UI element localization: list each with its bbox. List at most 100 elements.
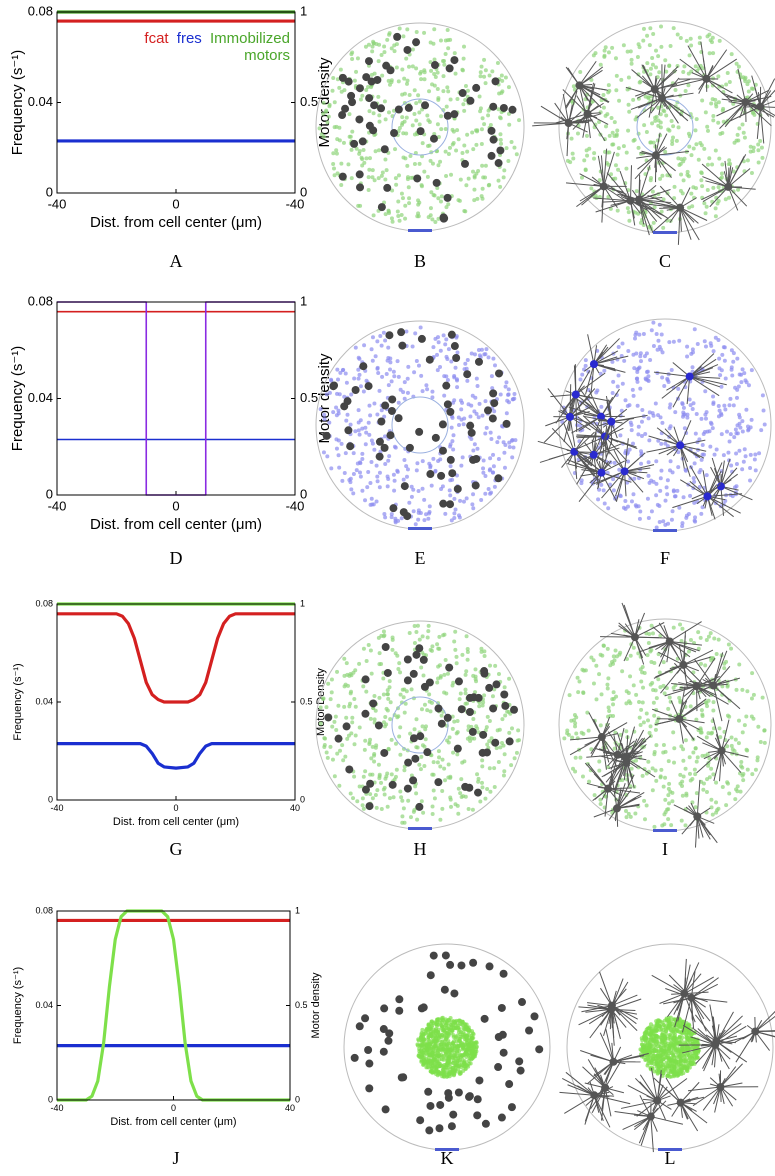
motor-dot [388, 679, 392, 683]
motor-dot [374, 354, 378, 358]
centrosome [361, 1014, 369, 1022]
motor-dot [345, 737, 349, 741]
motor-dot [710, 163, 714, 167]
motor-dot [735, 396, 739, 400]
centrosome [404, 759, 412, 767]
centrosome [488, 127, 496, 135]
motor-dot [372, 760, 376, 764]
motor-dot [411, 344, 415, 348]
motor-dot [461, 455, 465, 459]
motor-dot [401, 390, 405, 394]
motor-dot [727, 162, 731, 166]
motor-dot [431, 345, 435, 349]
motor-dot [673, 185, 677, 189]
motor-dot [388, 717, 392, 721]
motor-dot [428, 504, 432, 508]
centrosome [489, 389, 497, 397]
motor-dot [631, 353, 635, 357]
motor-dot [343, 471, 347, 475]
motor-dot [470, 1035, 474, 1039]
motor-dot [597, 760, 601, 764]
motor-dot [465, 367, 469, 371]
centrosome [484, 406, 492, 414]
motor-dot [592, 682, 596, 686]
motor-dot [408, 631, 412, 635]
motor-dot [571, 156, 575, 160]
motor-dot [361, 684, 365, 688]
centrosome [384, 1037, 392, 1045]
motor-dot [648, 26, 652, 30]
motor-dot [513, 438, 517, 442]
motor-dot [357, 428, 361, 432]
motor-dot [464, 84, 468, 88]
motor-dot [331, 89, 335, 93]
motor-dot [743, 723, 747, 727]
x-tick-label: -40 [286, 196, 305, 211]
centrosome [469, 959, 477, 967]
motor-dot [689, 37, 693, 41]
motor-dot [480, 127, 484, 131]
motor-dot [629, 49, 633, 53]
motor-dot [659, 415, 663, 419]
motor-dot [696, 342, 700, 346]
motor-dot [490, 374, 494, 378]
motor-dot [485, 787, 489, 791]
motor-dot [480, 764, 484, 768]
motor-dot [397, 735, 401, 739]
motor-dot [441, 484, 445, 488]
motor-dot [453, 1036, 457, 1040]
motor-dot [681, 159, 685, 163]
motor-dot [395, 768, 399, 772]
motor-dot [735, 139, 739, 143]
centrosome [475, 1076, 483, 1084]
motor-dot [670, 799, 674, 803]
motor-dot [682, 178, 686, 182]
motor-dot [654, 402, 658, 406]
motor-dot [491, 357, 495, 361]
motor-dot [327, 421, 331, 425]
motor-dot [445, 85, 449, 89]
aster-center [575, 81, 583, 89]
centrosome [359, 137, 367, 145]
motor-dot [618, 433, 622, 437]
motor-dot [493, 363, 497, 367]
motor-dot [462, 416, 466, 420]
motor-dot [455, 378, 459, 382]
motor-dot [350, 720, 354, 724]
motor-dot [331, 162, 335, 166]
motor-dot [471, 170, 475, 174]
motor-dot [672, 761, 676, 765]
motor-dot [370, 49, 374, 53]
microtubule [579, 67, 602, 85]
motor-dot [723, 359, 727, 363]
motor-dot [449, 805, 453, 809]
motor-dot [455, 731, 459, 735]
motor-dot [647, 474, 651, 478]
motor-dot [639, 449, 643, 453]
aster-center [724, 183, 732, 191]
motor-dot [743, 136, 747, 140]
motor-dot [691, 185, 695, 189]
motor-dot [504, 76, 508, 80]
motor-dot [753, 458, 757, 462]
centrosome [382, 1105, 390, 1113]
motor-dot [400, 68, 404, 72]
motor-dot [485, 725, 489, 729]
motor-dot [507, 677, 511, 681]
motor-dot [361, 803, 365, 807]
motor-dot [450, 426, 454, 430]
centrosome [395, 995, 403, 1003]
motor-dot [358, 373, 362, 377]
motor-dot [709, 798, 713, 802]
motor-dot [439, 114, 443, 118]
motor-dot [340, 479, 344, 483]
motor-dot [725, 430, 729, 434]
series-line [57, 744, 295, 769]
motor-dot [370, 175, 374, 179]
centrosome [365, 382, 373, 390]
motor-dot [398, 670, 402, 674]
motor-dot [431, 42, 435, 46]
motor-dot [489, 431, 493, 435]
motor-dot [689, 43, 693, 47]
motor-dot [462, 57, 466, 61]
